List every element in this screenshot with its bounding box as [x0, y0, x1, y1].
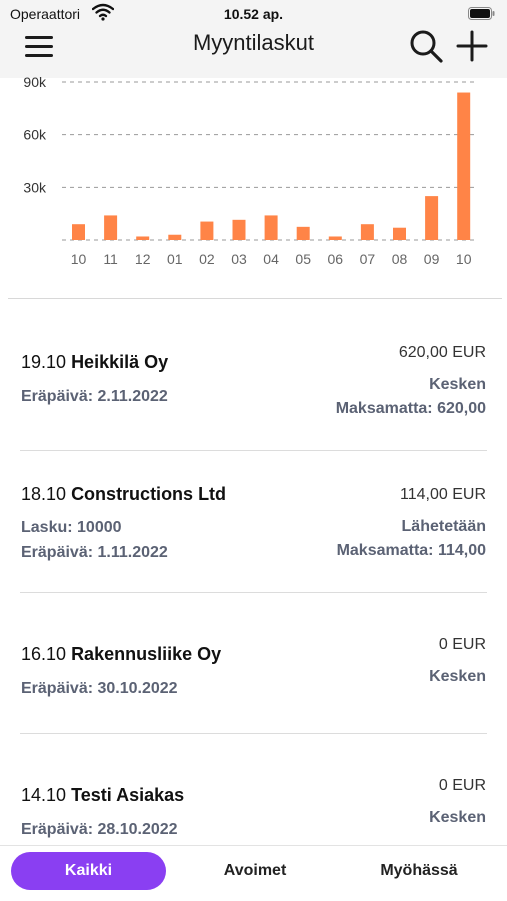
row-divider [20, 592, 487, 593]
tab-overdue[interactable]: Myöhässä [380, 862, 458, 879]
invoice-detail: Eräpäivä: 28.10.2022 [21, 821, 178, 838]
invoice-amount: 620,00 EUR [398, 344, 486, 361]
invoice-unpaid: Maksamatta: 114,00 [336, 542, 486, 559]
invoice-customer: Testi Asiakas [71, 785, 185, 805]
invoice-title: 16.10 Rakennusliike Oy [21, 644, 221, 665]
chart-bar [457, 92, 471, 241]
x-tick-label: 08 [392, 251, 408, 267]
row-divider [20, 450, 487, 451]
plus-icon[interactable] [454, 28, 490, 64]
invoice-amount: 0 EUR [438, 777, 486, 794]
row-divider [20, 733, 487, 734]
x-tick-label: 04 [263, 251, 279, 267]
chart-bar [425, 196, 439, 240]
invoice-row[interactable]: 18.10 Constructions Ltd Lasku: 10000 Eräpä… [0, 450, 507, 593]
sales-bar-chart: 30k 60k 90k 10 11 12 01 02 03 04 05 06 07 08 09 10 [23, 74, 478, 267]
invoice-amount: 114,00 EUR [400, 486, 486, 503]
y-tick-label: 60k [23, 127, 47, 143]
tab-open[interactable]: Avoimet [223, 862, 287, 879]
status-badge: Kesken [429, 668, 486, 685]
y-tick-label: 30k [23, 179, 47, 195]
x-tick-label: 11 [103, 251, 118, 267]
chart-bar [72, 224, 85, 240]
chart-bar [328, 236, 342, 240]
wifi-icon [92, 3, 114, 21]
invoice-title: 14.10 Testi Asiakas [21, 785, 184, 806]
chart-divider [8, 298, 502, 299]
status-badge: Kesken [429, 376, 486, 393]
invoice-unpaid: Maksamatta: 620,00 [335, 400, 486, 417]
x-tick-label: 07 [360, 251, 376, 267]
invoice-date: 14.10 [21, 785, 67, 805]
x-tick-label: 12 [135, 251, 151, 267]
x-tick-label: 10 [456, 251, 472, 267]
status-bar: Operaattori 10.52 ap. [0, 0, 507, 28]
invoice-amount: 0 EUR [438, 636, 486, 653]
status-time: 10.52 ap. [223, 6, 284, 22]
invoice-row[interactable]: 16.10 Rakennusliike Oy Eräpäivä: 30.10.20… [0, 592, 507, 734]
invoice-detail: Eräpäivä: 30.10.2022 [21, 680, 178, 697]
chart-bar [232, 219, 246, 240]
carrier-label: Operaattori [10, 6, 81, 22]
tab-all[interactable]: Kaikki [11, 852, 166, 890]
invoice-title: 18.10 Constructions Ltd [21, 484, 226, 505]
chart-bar [200, 221, 214, 240]
x-tick-label: 10 [71, 251, 87, 267]
invoice-date: 18.10 [21, 484, 67, 504]
chart-bar [168, 234, 182, 240]
nav-bar: Myyntilaskut [0, 28, 507, 78]
invoice-detail: Eräpäivä: 1.11.2022 [21, 544, 168, 561]
invoice-customer: Heikkilä Oy [71, 352, 169, 372]
chart-bar [104, 215, 118, 240]
chart-bar [393, 227, 406, 240]
chart-bar [264, 215, 278, 240]
x-tick-label: 01 [167, 251, 183, 267]
menu-icon[interactable] [22, 30, 56, 64]
x-tick-label: 09 [424, 251, 440, 267]
chart-bar [136, 236, 150, 240]
invoice-title: 19.10 Heikkilä Oy [21, 352, 168, 373]
invoice-date: 19.10 [21, 352, 67, 372]
chart-bar [296, 226, 310, 240]
invoice-date: 16.10 [21, 644, 67, 664]
chart-bar [360, 224, 374, 240]
x-tick-label: 03 [231, 251, 247, 267]
y-tick-label: 90k [23, 74, 47, 90]
invoice-row[interactable]: 19.10 Heikkilä Oy Eräpäivä: 2.11.2022 620,… [0, 300, 507, 451]
battery-icon [468, 7, 495, 20]
invoice-customer: Constructions Ltd [71, 484, 227, 504]
invoice-detail: Lasku: 10000 [21, 519, 122, 536]
invoice-detail: Eräpäivä: 2.11.2022 [21, 388, 168, 405]
x-tick-label: 06 [328, 251, 344, 267]
search-icon[interactable] [408, 28, 444, 64]
x-tick-label: 02 [199, 251, 215, 267]
status-badge: Kesken [429, 809, 486, 826]
invoice-customer: Rakennusliike Oy [71, 644, 222, 664]
page-title: Myyntilaskut [192, 30, 315, 55]
x-tick-label: 05 [295, 251, 311, 267]
status-badge: Lähetetään [401, 518, 486, 535]
tab-bar: Kaikki Avoimet Myöhässä [0, 845, 507, 901]
